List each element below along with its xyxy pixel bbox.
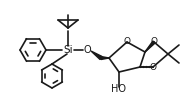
Text: O: O bbox=[124, 37, 130, 45]
Text: O: O bbox=[151, 38, 158, 47]
Polygon shape bbox=[101, 57, 109, 59]
Polygon shape bbox=[145, 41, 155, 52]
Text: Si: Si bbox=[63, 45, 73, 55]
Text: O: O bbox=[83, 45, 91, 55]
Polygon shape bbox=[91, 51, 102, 60]
Text: O: O bbox=[150, 63, 156, 72]
Text: HO: HO bbox=[112, 84, 126, 94]
